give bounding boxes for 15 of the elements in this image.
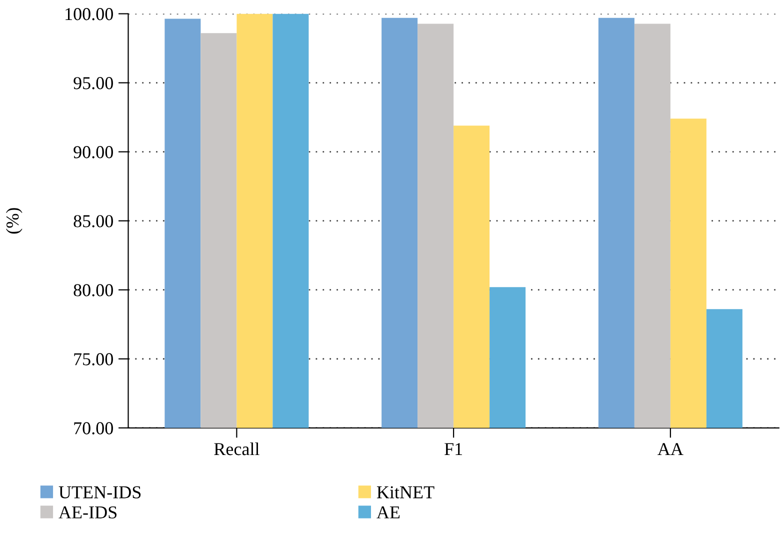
y-axis-title: (%) [6,208,22,234]
y-tick-label: 100.00 [66,8,113,20]
y-tick-label: 75.00 [74,353,113,366]
x-tick-label: F1 [444,443,462,456]
legend-label: AE-IDS [58,506,117,518]
legend-label: KitNET [376,486,434,498]
x-tick-label: AA [658,443,684,456]
y-tick-label: 70.00 [74,422,113,434]
y-tick-label: 95.00 [74,77,113,90]
y-tick-label: 80.00 [74,284,113,296]
x-tick-label: Recall [214,442,260,456]
legend-label: AE [376,506,400,518]
y-tick-label: 85.00 [74,215,113,228]
legend-label: UTEN-IDS [58,486,141,498]
y-tick-label: 90.00 [74,146,113,158]
